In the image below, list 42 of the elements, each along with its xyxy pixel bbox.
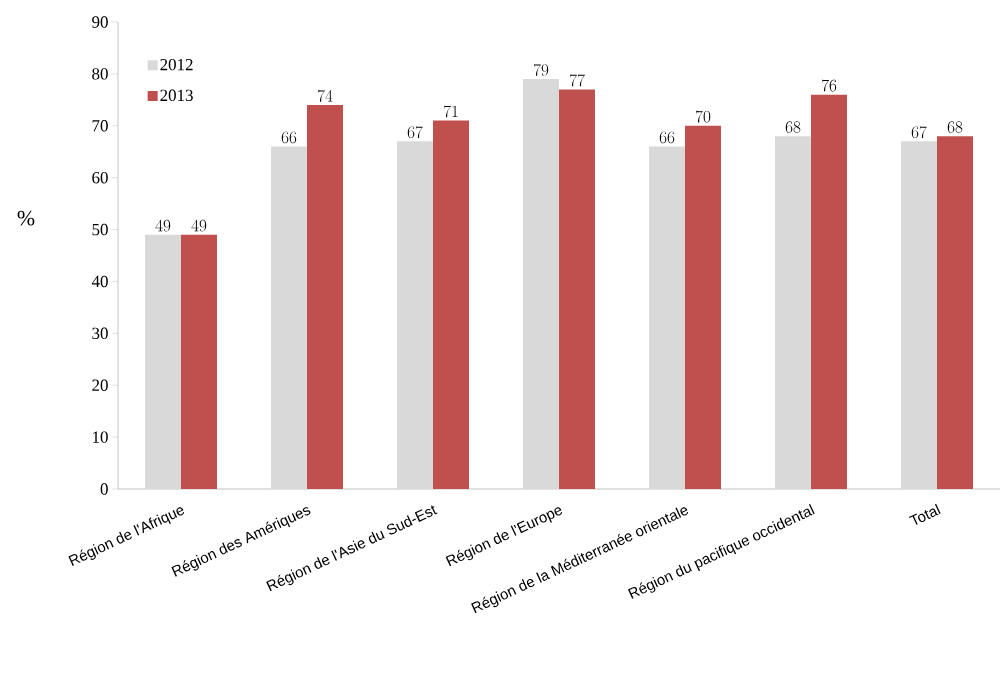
bar <box>559 89 596 489</box>
bar <box>775 136 812 489</box>
bar <box>685 125 722 489</box>
data-label: 67 <box>911 126 927 139</box>
y-tick-label: 20 <box>92 379 108 391</box>
y-tick-label: 10 <box>93 431 108 443</box>
data-label: 74 <box>317 89 333 102</box>
bar <box>649 146 686 489</box>
data-label: 49 <box>155 219 171 232</box>
bar <box>307 105 343 489</box>
bar <box>433 120 469 489</box>
y-tick-label: 80 <box>92 68 108 80</box>
data-label: 79 <box>533 63 549 76</box>
y-tick-label: 40 <box>91 275 108 288</box>
data-label: 71 <box>443 105 458 118</box>
bar <box>937 136 974 489</box>
y-tick-label: 60 <box>92 171 108 184</box>
data-label: 77 <box>569 74 585 87</box>
bar <box>901 141 938 489</box>
x-tick-label: Total <box>908 503 941 525</box>
data-label: 66 <box>281 131 297 144</box>
data-label: 76 <box>821 79 837 92</box>
data-label: 68 <box>947 121 963 133</box>
y-tick-label: 0 <box>100 483 108 495</box>
y-tick-label: 90 <box>92 16 108 28</box>
data-label: 68 <box>785 121 801 133</box>
y-axis-title: % <box>17 210 35 226</box>
bar <box>397 141 433 489</box>
bar <box>271 146 307 489</box>
legend-label: 2012 <box>160 58 193 71</box>
y-tick-label: 50 <box>92 223 108 236</box>
data-label: 67 <box>407 126 423 139</box>
y-tick-label: 30 <box>92 327 108 340</box>
bar <box>181 234 217 489</box>
data-label: 66 <box>659 131 675 144</box>
bar <box>811 94 848 489</box>
y-tick-label: 70 <box>92 120 108 132</box>
data-label: 70 <box>695 110 711 123</box>
data-label: 49 <box>191 219 207 232</box>
bar <box>145 234 181 489</box>
bar <box>523 79 559 489</box>
legend-label: 2013 <box>160 89 193 102</box>
